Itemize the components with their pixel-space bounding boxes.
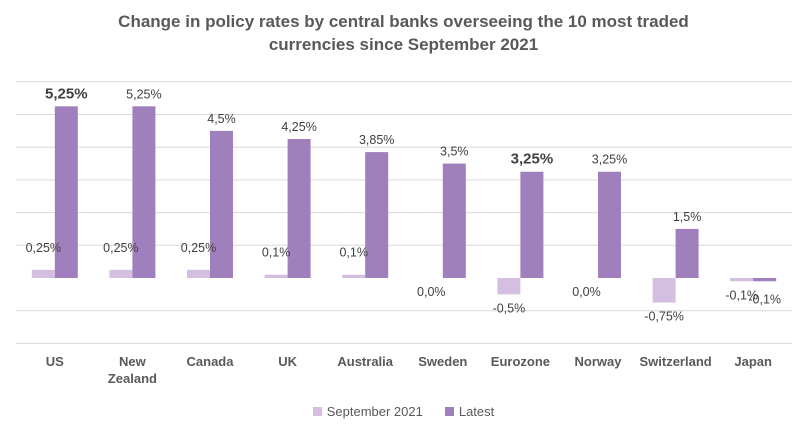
x-tick-label: US (46, 354, 64, 369)
data-label-latest: 3,25% (511, 151, 554, 168)
bar-september-2021-japan (730, 278, 754, 282)
data-label-september-2021: 0,0% (417, 285, 446, 299)
bar-september-2021-eurozone (497, 278, 521, 295)
data-label-september-2021: -0,5% (493, 301, 526, 315)
legend-item-september-2021: September 2021 (312, 404, 423, 419)
x-tick-label: UK (278, 354, 297, 369)
data-label-latest: 1,5% (673, 210, 702, 224)
bar-latest-japan (753, 278, 777, 282)
data-label-september-2021: 0,25% (181, 241, 216, 255)
x-tick-label: Canada (187, 354, 235, 369)
bar-september-2021-switzerland (652, 278, 676, 303)
bar-latest-new-zealand (132, 106, 156, 278)
x-tick-label: Zealand (108, 371, 157, 386)
legend-swatch-latest (444, 407, 454, 416)
bar-latest-eurozone (520, 171, 544, 278)
data-label-latest: 5,25% (45, 85, 88, 102)
bar-latest-sweden (442, 163, 466, 278)
chart-title-line-1: Change in policy rates by central banks … (118, 12, 689, 31)
data-label-september-2021: -0,1% (725, 288, 758, 302)
legend-item-latest: Latest (444, 404, 495, 419)
legend-swatch-september-2021 (312, 407, 322, 416)
data-label-september-2021: 0,25% (26, 241, 61, 255)
bar-september-2021-australia (342, 274, 366, 278)
data-label-latest: 3,85% (359, 133, 394, 147)
chart-legend: September 2021 Latest (0, 404, 807, 419)
bar-september-2021-canada (187, 269, 210, 278)
x-tick-label: Norway (575, 354, 623, 369)
data-label-latest: -0,1% (748, 292, 781, 306)
data-label-september-2021: 0,0% (572, 285, 601, 299)
legend-label-september-2021: September 2021 (326, 404, 423, 419)
chart-title-line-2: currencies since September 2021 (268, 35, 539, 54)
data-label-latest: 5,25% (126, 87, 161, 101)
bar-latest-norway (598, 171, 621, 278)
data-label-september-2021: 0,1% (262, 246, 291, 260)
x-tick-label: Australia (337, 354, 393, 369)
bar-latest-uk (287, 139, 311, 278)
chart-title: Change in policy rates by central banks … (0, 10, 807, 56)
x-tick-label: Eurozone (491, 354, 550, 369)
data-label-latest: 3,5% (440, 145, 469, 159)
bar-september-2021-new-zealand (109, 269, 133, 278)
data-label-september-2021: 0,1% (339, 246, 368, 260)
bar-september-2021-us (31, 269, 55, 278)
data-label-latest: 4,25% (281, 120, 316, 134)
bar-latest-canada (210, 130, 233, 278)
data-label-latest: 3,25% (592, 153, 627, 167)
x-tick-label: Switzerland (639, 354, 711, 369)
x-tick-label: New (119, 354, 147, 369)
bar-september-2021-uk (264, 274, 288, 278)
legend-label-latest: Latest (458, 404, 495, 419)
bar-latest-switzerland (675, 228, 699, 278)
data-label-september-2021: 0,25% (103, 241, 138, 255)
bar-latest-us (54, 106, 78, 278)
data-label-latest: 4,5% (207, 112, 236, 126)
bar-latest-australia (365, 152, 389, 278)
x-tick-label: Japan (734, 354, 772, 369)
x-tick-label: Sweden (418, 354, 467, 369)
data-label-september-2021: -0,75% (644, 310, 684, 324)
